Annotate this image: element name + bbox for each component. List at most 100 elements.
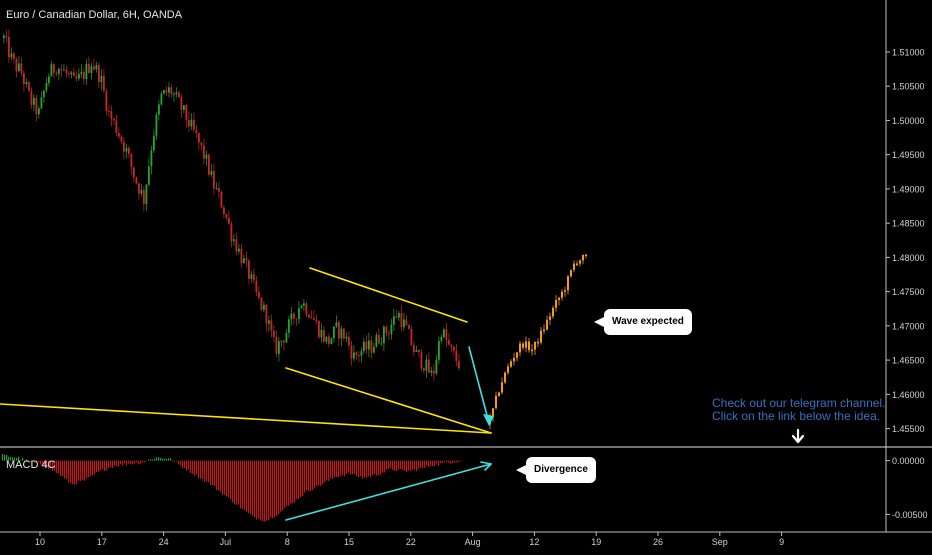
macd-bar xyxy=(164,458,166,461)
candle-body xyxy=(315,319,318,322)
macd-bar xyxy=(126,460,128,466)
candle-body xyxy=(145,184,148,204)
candle-body xyxy=(240,248,243,264)
candle-body xyxy=(18,63,20,72)
candle-body xyxy=(200,142,203,146)
macd-histogram-layer xyxy=(2,453,462,522)
candle-body xyxy=(213,170,215,189)
candle-body xyxy=(98,65,100,83)
candle-body xyxy=(73,72,75,77)
candle-body xyxy=(335,322,338,327)
candle-body xyxy=(265,304,268,324)
macd-bar xyxy=(422,460,424,468)
price-tick-label: 1.48500 xyxy=(892,219,925,229)
macd-bar xyxy=(294,460,296,503)
candle-body xyxy=(28,82,30,91)
candle-body xyxy=(80,72,83,74)
macd-bar xyxy=(456,460,458,463)
candle-body xyxy=(130,154,133,168)
projection-bar xyxy=(552,307,554,317)
macd-bar xyxy=(446,460,448,463)
projection-bar xyxy=(528,341,530,351)
telegram-promo-line-2: Click on the link below the idea. xyxy=(712,409,881,423)
macd-bar xyxy=(20,459,22,461)
candle-body xyxy=(20,63,23,73)
macd-bar xyxy=(416,460,418,472)
candle-body xyxy=(268,320,270,324)
candle-body xyxy=(170,87,173,95)
candle-body xyxy=(120,136,123,142)
projection-bar xyxy=(534,341,536,350)
macd-bar xyxy=(4,454,6,461)
candle-body xyxy=(210,170,213,175)
candle-body xyxy=(160,93,163,105)
macd-bar xyxy=(116,460,118,467)
macd-bar xyxy=(372,460,374,476)
macd-bar xyxy=(84,460,86,481)
macd-bar xyxy=(18,457,20,461)
macd-bar xyxy=(238,460,240,505)
macd-bar xyxy=(38,460,40,463)
price-tick-label: 1.49000 xyxy=(892,184,925,194)
candle-body xyxy=(293,313,295,319)
macd-bar xyxy=(418,460,420,470)
candle-body xyxy=(273,330,275,338)
time-tick-label: 8 xyxy=(285,537,290,547)
candle-body xyxy=(133,167,135,178)
macd-bar xyxy=(92,460,94,476)
macd-bar xyxy=(192,460,194,474)
macd-bar xyxy=(162,458,164,461)
macd-bar xyxy=(334,460,336,478)
candle-body xyxy=(393,316,395,325)
macd-bar xyxy=(352,460,354,475)
macd-bar xyxy=(76,460,78,485)
candle-body xyxy=(333,326,335,339)
divergence-arrow-shaft xyxy=(285,463,492,521)
macd-bar xyxy=(330,460,332,479)
projection-bar xyxy=(570,269,572,277)
macd-bar xyxy=(156,457,158,461)
candle-body xyxy=(300,305,303,309)
macd-bar xyxy=(170,458,172,461)
time-tick-label: Aug xyxy=(465,537,481,547)
macd-bar xyxy=(310,460,312,491)
macd-bar xyxy=(324,460,326,483)
macd-bar xyxy=(102,460,104,470)
candle-body xyxy=(275,337,278,354)
macd-bar xyxy=(312,460,314,491)
candle-body xyxy=(165,90,168,93)
candle-body xyxy=(260,297,263,310)
macd-bar xyxy=(258,460,260,519)
candle-body xyxy=(48,76,50,83)
candle-body xyxy=(55,72,58,74)
macd-bar xyxy=(402,460,404,470)
candle-body xyxy=(83,72,85,80)
macd-bar xyxy=(394,460,396,471)
candle-body xyxy=(310,317,313,319)
candle-body xyxy=(5,35,8,37)
candle-body xyxy=(363,341,365,352)
candle-body xyxy=(125,147,128,152)
candle-body xyxy=(155,114,158,136)
candle-body xyxy=(238,248,240,252)
projection-bar xyxy=(585,254,587,257)
candle-body xyxy=(278,341,280,354)
macd-bar xyxy=(260,460,262,521)
candle-body xyxy=(33,97,35,105)
candle-body xyxy=(233,239,235,241)
candle-body xyxy=(350,345,353,359)
candle-body xyxy=(93,66,95,70)
macd-bar xyxy=(166,458,168,461)
macd-bar xyxy=(302,460,304,497)
projection-bar xyxy=(567,276,569,291)
candle-body xyxy=(433,370,435,374)
macd-bar xyxy=(282,460,284,511)
candle-body xyxy=(175,92,178,95)
macd-bar xyxy=(196,460,198,475)
macd-bar xyxy=(150,459,152,461)
candle-body xyxy=(400,312,403,328)
macd-bar xyxy=(146,460,148,462)
macd-bar xyxy=(320,460,322,486)
candle-body xyxy=(193,119,195,130)
